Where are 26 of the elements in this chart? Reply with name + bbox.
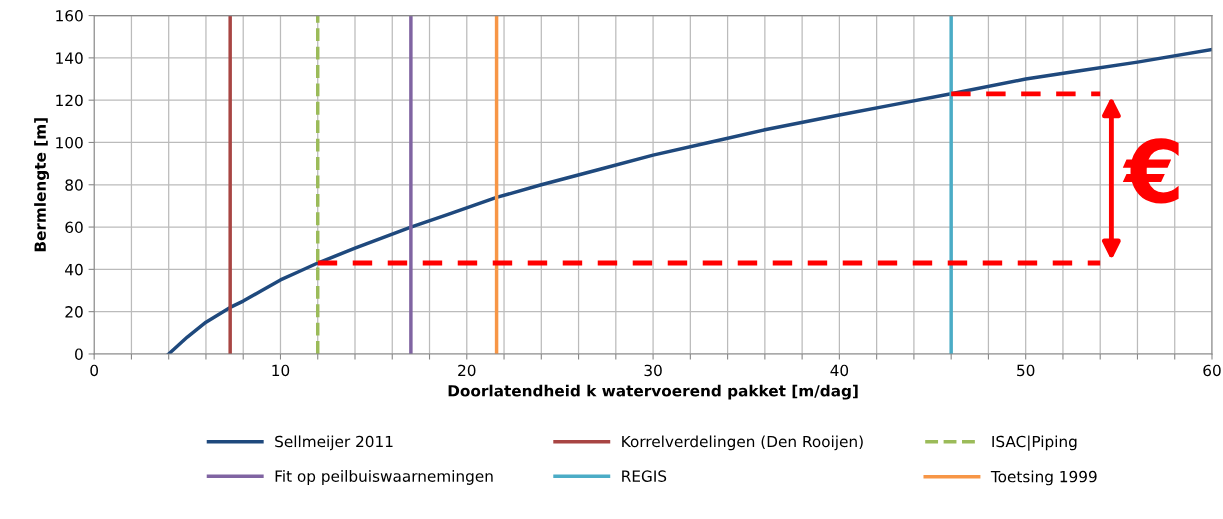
y-tick-label: 40 — [65, 263, 83, 276]
legend-label: Korrelverdelingen (Den Rooijen) — [622, 435, 863, 451]
y-tick-label: 120 — [56, 94, 83, 107]
y-tick-label: 140 — [56, 52, 83, 64]
legend-label: REGIS — [622, 470, 667, 482]
y-tick-label: 20 — [65, 306, 83, 318]
y-tick-label: 100 — [56, 136, 83, 149]
y-tick-label: 80 — [65, 179, 83, 191]
legend-label: Toetsing 1999 — [990, 470, 1097, 486]
legend-label: Fit op peilbuiswaarnemingen — [275, 470, 493, 485]
x-tick-label: 30 — [644, 364, 662, 377]
y-tick-label: 0 — [75, 348, 83, 360]
x-tick-label: 10 — [272, 364, 290, 377]
legend-label: ISAC|Piping — [992, 435, 1077, 451]
x-tick-label: 40 — [830, 364, 849, 377]
y-axis-title: Bermlengte [m] — [34, 118, 50, 252]
x-tick-label: 0 — [90, 364, 99, 377]
line-series — [166, 47, 1212, 354]
x-tick-label: 50 — [1017, 364, 1035, 377]
x-axis-title: Doorlatendheid k watervoerend pakket [m/dag] — [448, 384, 858, 400]
annotation: € — [1122, 138, 1179, 204]
y-tick-label: 160 — [56, 10, 83, 22]
x-tick-label: 20 — [458, 364, 476, 377]
y-tick-label: 60 — [65, 221, 83, 234]
x-tick-label: 60 — [1203, 364, 1221, 377]
legend-label: Sellmeijer 2011 — [275, 435, 393, 451]
